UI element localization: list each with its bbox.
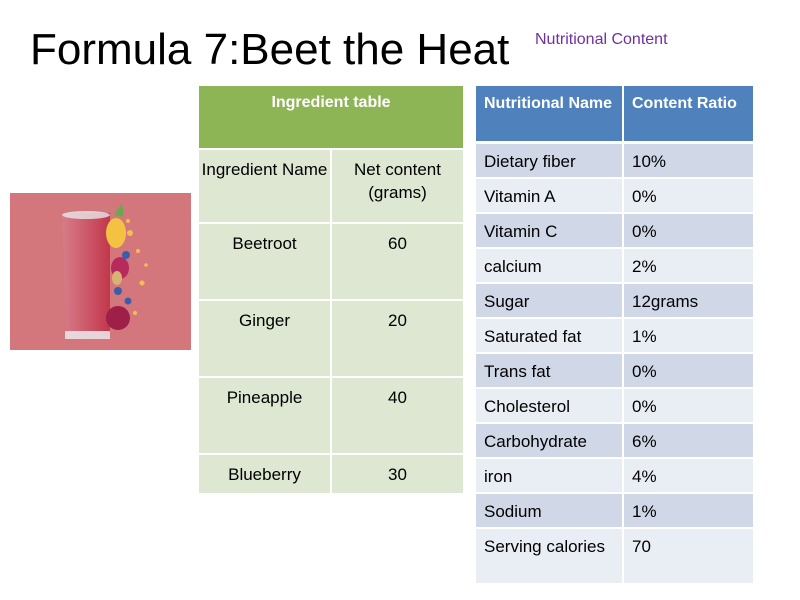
nutrient-name: Serving calories	[476, 528, 624, 585]
nutrient-ratio: 12grams	[623, 283, 753, 319]
nutrient-ratio: 0%	[623, 178, 753, 214]
nutrient-name: calcium	[476, 248, 624, 284]
nutrient-name: Trans fat	[476, 353, 624, 389]
ingredient-name: Pineapple	[199, 377, 332, 455]
table-row: Dietary fiber 10%	[476, 142, 753, 179]
table-row: Trans fat 0%	[476, 353, 753, 389]
nutrient-name: Vitamin C	[476, 213, 624, 249]
table-row: Blueberry 30	[199, 454, 463, 495]
nutrient-ratio: 70	[623, 528, 753, 585]
table-row: calcium 2%	[476, 248, 753, 284]
nutrient-ratio: 0%	[623, 388, 753, 424]
nutrient-ratio: 10%	[623, 142, 753, 179]
table-row: Beetroot 60	[199, 223, 463, 301]
nutrient-name: Saturated fat	[476, 318, 624, 354]
ingredient-amount: 60	[331, 223, 463, 301]
nutrient-name: iron	[476, 458, 624, 494]
nutrition-table: Nutritional Name Content Ratio Dietary f…	[476, 86, 753, 585]
ingredient-amount: 30	[331, 454, 463, 495]
table-row: Vitamin C 0%	[476, 213, 753, 249]
ingredient-name-header: Ingredient Name	[199, 149, 332, 224]
nutrient-name: Vitamin A	[476, 178, 624, 214]
content-ratio-header: Content Ratio	[623, 86, 753, 144]
nutrient-ratio: 2%	[623, 248, 753, 284]
ingredient-name: Blueberry	[199, 454, 332, 495]
nutrient-ratio: 0%	[623, 353, 753, 389]
nutrient-ratio: 1%	[623, 493, 753, 529]
net-content-header: Net content (grams)	[331, 149, 463, 224]
ingredient-name: Beetroot	[199, 223, 332, 301]
ingredient-table: Ingredient table Ingredient Name Net con…	[199, 86, 463, 495]
nutrient-ratio: 4%	[623, 458, 753, 494]
slide-title: Formula 7:Beet the Heat	[30, 25, 510, 74]
table-row: Sodium 1%	[476, 493, 753, 529]
ingredient-amount: 20	[331, 300, 463, 378]
table-row: Pineapple 40	[199, 377, 463, 455]
table-row: Vitamin A 0%	[476, 178, 753, 214]
table-row: Saturated fat 1%	[476, 318, 753, 354]
nutrient-name: Sugar	[476, 283, 624, 319]
table-row: iron 4%	[476, 458, 753, 494]
nutrient-ratio: 0%	[623, 213, 753, 249]
ingredient-table-caption: Ingredient table	[199, 86, 463, 150]
nutrient-name: Dietary fiber	[476, 142, 624, 179]
nutritional-name-header: Nutritional Name	[476, 86, 624, 144]
nutrient-name: Carbohydrate	[476, 423, 624, 459]
table-row: Carbohydrate 6%	[476, 423, 753, 459]
table-row: Serving calories 70	[476, 528, 753, 585]
nutrient-ratio: 1%	[623, 318, 753, 354]
table-row: Cholesterol 0%	[476, 388, 753, 424]
ingredient-amount: 40	[331, 377, 463, 455]
nutrient-name: Sodium	[476, 493, 624, 529]
slide-subtitle: Nutritional Content	[535, 31, 668, 48]
table-row: Ginger 20	[199, 300, 463, 378]
ingredient-name: Ginger	[199, 300, 332, 378]
smoothie-glass-icon	[10, 193, 191, 350]
table-row: Sugar 12grams	[476, 283, 753, 319]
nutrient-ratio: 6%	[623, 423, 753, 459]
nutrient-name: Cholesterol	[476, 388, 624, 424]
